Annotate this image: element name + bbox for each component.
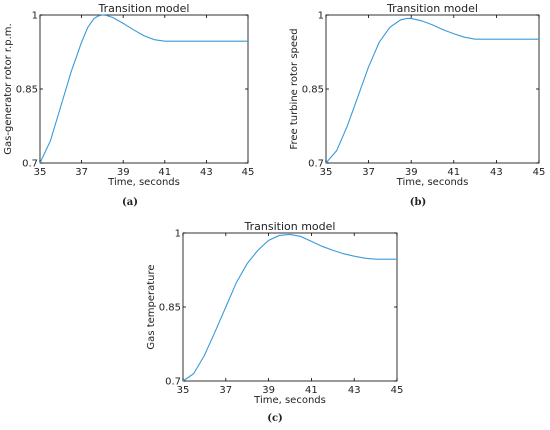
- x-tick-label: 45: [242, 167, 255, 178]
- x-tick-label: 37: [362, 167, 375, 178]
- chart-a: Transition model 35 37 39 41 43 45 0.7 0.85 1 Time…: [3, 2, 254, 208]
- x-tick-label: 35: [177, 385, 190, 396]
- x-axis-label: Time, seconds: [396, 177, 469, 188]
- x-tick-label: 43: [490, 167, 503, 178]
- panel-caption-c: (c): [267, 413, 283, 424]
- x-tick-label: 43: [348, 385, 361, 396]
- series-line: [182, 233, 397, 382]
- x-tick-label: 41: [158, 167, 171, 178]
- y-tick-label: 1: [32, 11, 38, 22]
- y-tick-label: 0.85: [159, 303, 181, 314]
- x-tick-label: 45: [391, 385, 404, 396]
- x-tick-label: 35: [320, 167, 333, 178]
- panel-caption-a: (a): [122, 197, 138, 208]
- x-tick-label: 37: [75, 167, 88, 178]
- x-axis-label: Time, seconds: [107, 177, 180, 188]
- y-tick-label: 1: [175, 229, 181, 240]
- x-axis-label: Time, seconds: [253, 395, 326, 406]
- x-tick-label: 39: [262, 385, 275, 396]
- x-tick-label: 37: [219, 385, 232, 396]
- plot-frame: [182, 232, 398, 382]
- x-tick-label: 35: [34, 167, 47, 178]
- y-tick-label: 0.7: [308, 159, 324, 170]
- series-line: [39, 14, 248, 164]
- chart-title: Transition model: [386, 2, 478, 15]
- y-axis-label: Gas temperature: [146, 264, 157, 349]
- plot-frame: [39, 14, 249, 164]
- y-axis-label: Free turbine rotor speed: [289, 28, 300, 149]
- x-tick-label: 43: [200, 167, 213, 178]
- chart-title: Transition model: [244, 220, 336, 233]
- y-tick-label: 0.85: [302, 85, 324, 96]
- x-tick-label: 45: [533, 167, 546, 178]
- chart-title: Transition model: [98, 2, 190, 15]
- y-tick-label: 0.85: [16, 85, 38, 96]
- series-line: [325, 17, 539, 164]
- y-axis-label: Gas-generator rotor r.p.m.: [3, 23, 14, 154]
- x-tick-label: 41: [447, 167, 460, 178]
- chart-b: Transition model 35 37 39 41 43 45 0.7 0.85 1 Time…: [289, 2, 545, 208]
- x-tick-label: 39: [405, 167, 418, 178]
- y-tick-label: 0.7: [22, 159, 38, 170]
- y-tick-label: 1: [318, 11, 324, 22]
- panel-caption-b: (b): [410, 197, 426, 208]
- plot-frame: [325, 14, 540, 164]
- chart-c: Transition model 35 37 39 41 43 45 0.7 0.85 1 Time…: [146, 220, 403, 424]
- x-tick-label: 39: [117, 167, 130, 178]
- y-tick-label: 0.7: [165, 377, 181, 388]
- x-tick-label: 41: [305, 385, 318, 396]
